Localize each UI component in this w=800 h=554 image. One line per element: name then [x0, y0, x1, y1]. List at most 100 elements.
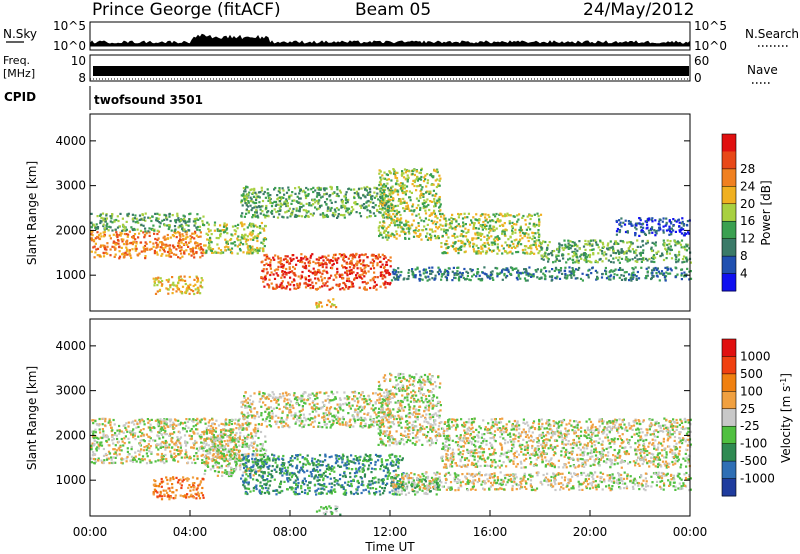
nsky-trace — [89, 33, 691, 47]
echo-cell — [652, 257, 655, 260]
echo-cell — [306, 257, 309, 260]
echo-cell — [173, 459, 176, 462]
echo-cell — [101, 436, 104, 440]
echo-cell — [237, 223, 240, 226]
echo-cell — [638, 258, 641, 261]
echo-cell — [379, 176, 382, 179]
echo-cell — [169, 284, 172, 287]
echo-cell — [625, 271, 628, 274]
echo-cell — [278, 260, 282, 263]
echo-cell — [243, 428, 246, 431]
echo-cell — [539, 213, 543, 216]
echo-cell — [100, 216, 103, 219]
echo-cell — [196, 287, 200, 290]
echo-cell — [109, 423, 112, 427]
echo-cell — [412, 219, 415, 222]
echo-cell — [651, 231, 654, 234]
echo-cell — [179, 290, 182, 293]
echo-cell — [352, 271, 355, 274]
echo-cell — [359, 215, 363, 218]
echo-cell — [590, 261, 593, 264]
echo-cell — [245, 212, 248, 215]
echo-cell — [363, 270, 367, 273]
echo-cell — [203, 430, 206, 433]
echo-cell — [498, 249, 501, 252]
echo-cell — [160, 284, 163, 287]
echo-cell — [406, 204, 409, 207]
echo-cell — [573, 241, 576, 244]
echo-cell — [631, 267, 634, 270]
echo-cell — [90, 237, 93, 240]
echo-cell — [344, 196, 347, 199]
echo-cell — [421, 202, 425, 205]
echo-cell — [102, 447, 105, 451]
echo-cell — [281, 187, 284, 190]
echo-cell — [295, 287, 298, 290]
echo-cell — [425, 191, 428, 194]
echo-cell — [109, 215, 112, 218]
echo-cell — [285, 198, 288, 201]
echo-cell — [407, 271, 410, 274]
echo-cell — [312, 190, 315, 194]
echo-cell — [100, 220, 103, 223]
echo-cell — [359, 204, 362, 207]
echo-cell — [673, 240, 676, 243]
echo-cell — [544, 240, 547, 244]
echo-cell — [655, 271, 658, 275]
echo-cell — [102, 454, 106, 457]
echo-cell — [188, 253, 191, 256]
echo-cell — [403, 191, 406, 194]
echo-cell — [156, 212, 159, 215]
echo-cell — [319, 263, 322, 267]
echo-cell — [157, 425, 160, 428]
echo-cell — [206, 452, 209, 455]
echo-cell — [255, 209, 258, 212]
echo-cell — [472, 226, 475, 229]
echo-cell — [172, 476, 175, 479]
echo-cell — [557, 251, 560, 254]
echo-cell — [230, 233, 233, 236]
echo-cell — [192, 250, 195, 253]
echo-cell — [289, 276, 292, 279]
echo-cell — [102, 235, 106, 238]
echo-cell — [368, 209, 372, 213]
echo-cell — [250, 198, 253, 201]
echo-cell — [331, 259, 334, 262]
echo-cell — [134, 432, 137, 435]
echo-cell — [200, 445, 203, 448]
echo-cell — [210, 436, 213, 439]
echo-cell — [314, 277, 317, 280]
echo-cell — [334, 210, 337, 213]
echo-cell — [233, 440, 236, 443]
echo-cell — [394, 188, 397, 191]
echo-cell — [662, 217, 665, 220]
echo-cell — [195, 217, 198, 220]
echo-cell — [308, 259, 311, 262]
echo-cell — [648, 232, 651, 235]
echo-cell — [285, 200, 288, 203]
echo-cell — [466, 216, 469, 219]
echo-cell — [473, 222, 476, 225]
echo-cell — [172, 288, 175, 291]
echo-cell — [122, 444, 125, 447]
echo-cell — [191, 236, 194, 239]
echo-cell — [553, 249, 556, 253]
echo-cell — [202, 441, 205, 444]
echo-cell — [676, 273, 679, 276]
echo-cell — [612, 257, 615, 260]
echo-cell — [610, 260, 613, 264]
echo-cell — [267, 263, 270, 266]
echo-cell — [208, 230, 211, 233]
echo-cell — [260, 241, 263, 244]
echo-cell — [144, 230, 147, 233]
echo-cell — [143, 216, 146, 219]
echo-cell — [368, 193, 371, 196]
echo-cell — [152, 245, 155, 248]
echo-cell — [379, 193, 382, 196]
echo-cell — [270, 211, 273, 214]
echo-cell — [466, 271, 470, 274]
echo-cell — [426, 232, 429, 235]
echo-cell — [165, 423, 168, 426]
echo-cell — [596, 271, 599, 274]
echo-cell — [463, 245, 466, 248]
